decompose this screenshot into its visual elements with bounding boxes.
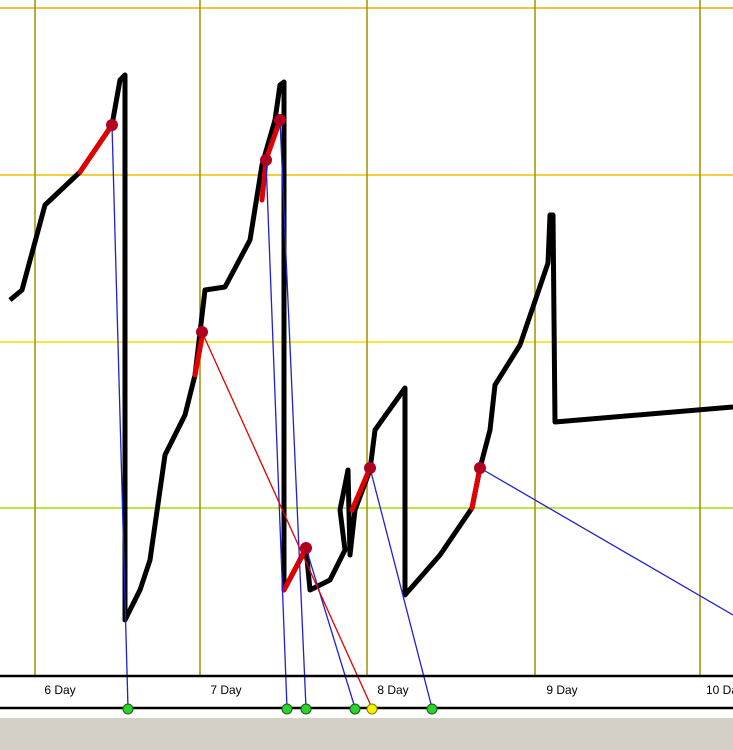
x-tick-label: 7 Day (210, 683, 241, 697)
x-axis-labels: 6 Day 7 Day 8 Day 9 Day 10 Day (44, 683, 733, 697)
pivot (474, 462, 486, 474)
highlight (192, 329, 206, 378)
pivot (274, 114, 286, 126)
marker[interactable] (122, 703, 134, 715)
pivot (196, 326, 208, 338)
marker[interactable] (300, 703, 312, 715)
x-tick-label: 9 Day (546, 683, 577, 697)
x-tick-label: 10 Day (706, 683, 733, 697)
x-tick-label: 8 Day (377, 683, 408, 697)
highlight (77, 122, 115, 175)
pivot (300, 542, 312, 554)
connector (479, 467, 733, 616)
connector (265, 159, 288, 709)
connector (369, 467, 433, 709)
marker[interactable] (281, 703, 293, 715)
markers (122, 703, 438, 715)
marker[interactable] (366, 703, 378, 715)
connector (305, 547, 356, 709)
connector (279, 119, 307, 709)
pivot (260, 154, 272, 166)
marker[interactable] (426, 703, 438, 715)
status-bar (0, 718, 733, 750)
pivot-points (106, 114, 486, 554)
marker[interactable] (349, 703, 361, 715)
highlight (469, 465, 483, 511)
connector (201, 331, 373, 709)
connectors (111, 119, 733, 709)
pivot (106, 119, 118, 131)
highlight (349, 465, 373, 513)
connector (111, 124, 129, 709)
pivot (364, 462, 376, 474)
x-tick-label: 6 Day (44, 683, 75, 697)
